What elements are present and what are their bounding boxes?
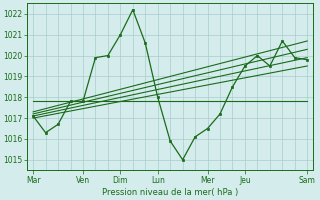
X-axis label: Pression niveau de la mer( hPa ): Pression niveau de la mer( hPa ) <box>102 188 238 197</box>
